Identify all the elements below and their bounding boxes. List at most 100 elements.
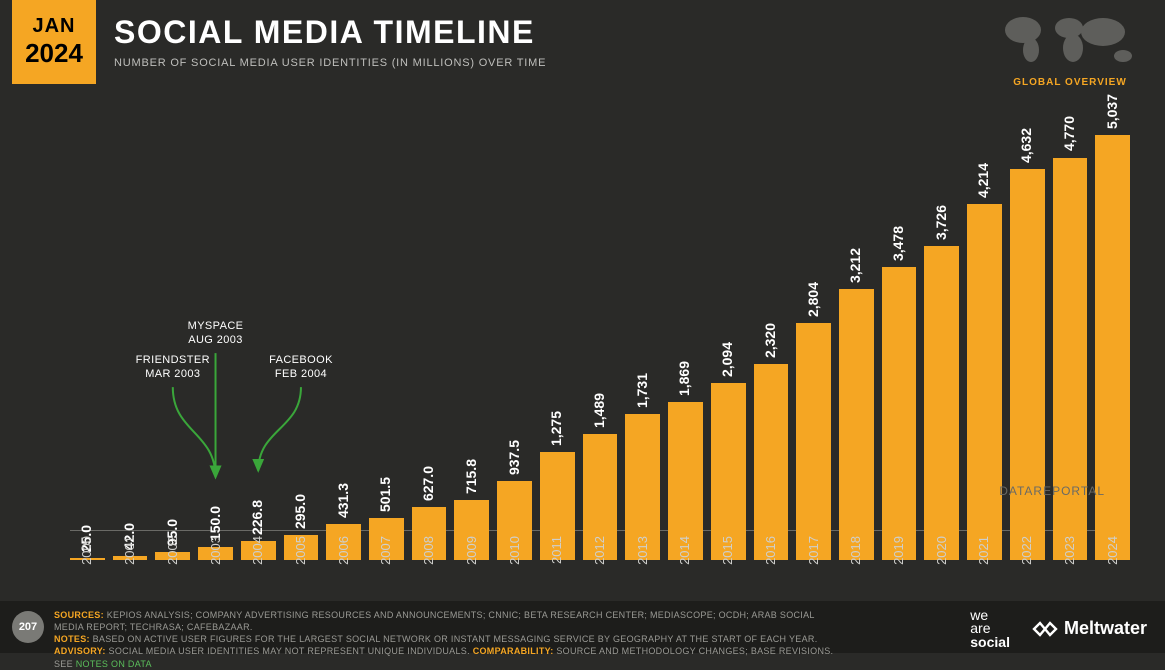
bar-2021: 4,214 xyxy=(967,130,1002,560)
bar-value-label: 4,214 xyxy=(975,163,991,198)
was-3: social xyxy=(970,634,1010,650)
bar-value-label: 1,275 xyxy=(548,411,564,446)
date-year: 2024 xyxy=(25,38,83,69)
bar-2016: 2,320 xyxy=(754,130,789,560)
bar-value-label: 2,320 xyxy=(762,323,778,358)
callout-friendster: FRIENDSTERMAR 2003 xyxy=(128,353,218,382)
bar-value-label: 715.8 xyxy=(463,459,479,494)
year-label: 2008 xyxy=(421,536,436,565)
bar-2019: 3,478 xyxy=(882,130,917,560)
watermark: DATAREPORTAL xyxy=(999,484,1105,498)
bar-value-label: 2,804 xyxy=(805,282,821,317)
footer-text: SOURCES: KEPIOS ANALYSIS; COMPANY ADVERT… xyxy=(54,609,845,670)
page-number: 207 xyxy=(12,611,44,643)
bar-value-label: 5,037 xyxy=(1104,94,1120,129)
bar-value-label: 1,489 xyxy=(591,393,607,428)
advisory-text: SOCIAL MEDIA USER IDENTITIES MAY NOT REP… xyxy=(106,646,473,656)
date-badge: JAN 2024 xyxy=(12,0,96,84)
page-subtitle: NUMBER OF SOCIAL MEDIA USER IDENTITIES (… xyxy=(114,57,546,69)
bar-2010: 937.5 xyxy=(497,130,532,560)
bar-value-label: 3,478 xyxy=(890,226,906,261)
bar-2014: 1,869 xyxy=(668,130,703,560)
global-overview-label: GLOBAL OVERVIEW xyxy=(995,77,1145,88)
world-map-icon xyxy=(995,8,1145,70)
bar-2007: 501.5 xyxy=(369,130,404,560)
year-label: 2015 xyxy=(720,536,735,565)
year-label: 2001 xyxy=(122,536,137,565)
year-label: 2012 xyxy=(592,536,607,565)
meltwater-text: Meltwater xyxy=(1064,618,1147,639)
year-label: 2004 xyxy=(250,536,265,565)
year-label: 2017 xyxy=(806,536,821,565)
footer-brands: we are social Meltwater xyxy=(970,609,1147,649)
bar-rect xyxy=(839,289,874,560)
bar-value-label: 295.0 xyxy=(292,494,308,529)
bar-2009: 715.8 xyxy=(454,130,489,560)
bar-2000: 25.0 xyxy=(70,130,105,560)
bar-value-label: 1,869 xyxy=(676,361,692,396)
year-label: 2013 xyxy=(635,536,650,565)
bar-rect xyxy=(754,364,789,560)
sources-text: KEPIOS ANALYSIS; COMPANY ADVERTISING RES… xyxy=(54,610,814,632)
notes-link: NOTES ON DATA xyxy=(76,659,152,669)
comparability-key: COMPARABILITY: xyxy=(473,646,554,656)
bar-2011: 1,275 xyxy=(540,130,575,560)
notes-text: BASED ON ACTIVE USER FIGURES FOR THE LAR… xyxy=(90,634,818,644)
bar-2015: 2,094 xyxy=(711,130,746,560)
bar-rect xyxy=(967,204,1002,560)
bar-rect xyxy=(882,267,917,560)
bar-value-label: 431.3 xyxy=(335,483,351,518)
year-label: 2010 xyxy=(507,536,522,565)
we-are-social-logo: we are social xyxy=(970,609,1010,649)
notes-key: NOTES: xyxy=(54,634,90,644)
bar-2017: 2,804 xyxy=(796,130,831,560)
bar-2020: 3,726 xyxy=(924,130,959,560)
year-label: 2016 xyxy=(763,536,778,565)
bar-chart: 25.0200042.0200195.02002150.02003226.820… xyxy=(70,100,1130,560)
bar-rect xyxy=(711,383,746,560)
bar-rect xyxy=(1010,169,1045,560)
year-label: 2019 xyxy=(891,536,906,565)
bar-rect xyxy=(796,323,831,560)
bar-2005: 295.0 xyxy=(284,130,319,560)
bar-2018: 3,212 xyxy=(839,130,874,560)
bar-value-label: 4,632 xyxy=(1018,128,1034,163)
year-label: 2011 xyxy=(549,536,564,564)
bar-value-label: 501.5 xyxy=(377,477,393,512)
callout-myspace: MYSPACEAUG 2003 xyxy=(171,319,261,348)
year-label: 2006 xyxy=(336,536,351,565)
bar-value-label: 226.8 xyxy=(249,500,265,535)
footer: 207 SOURCES: KEPIOS ANALYSIS; COMPANY AD… xyxy=(0,601,1165,653)
year-label: 2023 xyxy=(1062,536,1077,565)
year-label: 2020 xyxy=(934,536,949,565)
advisory-key: ADVISORY: xyxy=(54,646,106,656)
year-label: 2018 xyxy=(848,536,863,565)
year-label: 2024 xyxy=(1105,536,1120,565)
callout-facebook: FACEBOOKFEB 2004 xyxy=(256,353,346,382)
year-label: 2022 xyxy=(1019,536,1034,565)
bar-2006: 431.3 xyxy=(326,130,361,560)
sources-key: SOURCES: xyxy=(54,610,104,620)
bar-value-label: 937.5 xyxy=(506,440,522,475)
year-label: 2014 xyxy=(677,536,692,565)
bar-value-label: 2,094 xyxy=(719,342,735,377)
bar-rect xyxy=(924,246,959,560)
year-label: 2005 xyxy=(293,536,308,565)
bar-2001: 42.0 xyxy=(113,130,148,560)
year-label: 2009 xyxy=(464,536,479,565)
bar-rect xyxy=(1053,158,1088,560)
date-month: JAN xyxy=(32,15,75,38)
year-label: 2021 xyxy=(976,536,991,565)
year-label: 2007 xyxy=(378,536,393,565)
bar-value-label: 4,770 xyxy=(1061,116,1077,151)
bar-value-label: 1,731 xyxy=(634,373,650,408)
bar-2008: 627.0 xyxy=(412,130,447,560)
bar-value-label: 627.0 xyxy=(420,466,436,501)
global-overview: GLOBAL OVERVIEW xyxy=(995,8,1145,88)
bar-value-label: 3,726 xyxy=(933,205,949,240)
meltwater-icon xyxy=(1032,619,1058,639)
meltwater-logo: Meltwater xyxy=(1032,618,1147,639)
year-label: 2000 xyxy=(79,536,94,565)
year-label: 2003 xyxy=(208,536,223,565)
page-title: SOCIAL MEDIA TIMELINE xyxy=(114,14,546,51)
